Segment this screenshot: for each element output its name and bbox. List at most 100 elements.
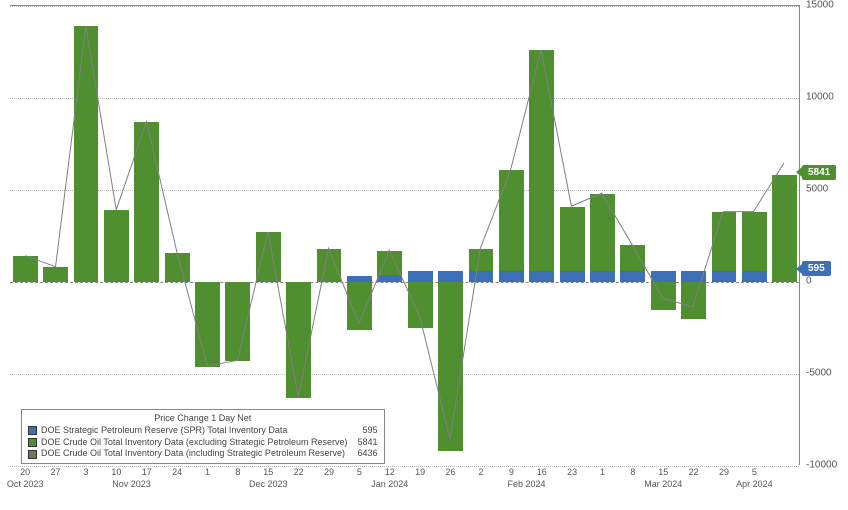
x-tick-label: 22 (689, 467, 699, 477)
bar-spr (590, 271, 615, 282)
x-month-label: Apr 2024 (736, 479, 773, 489)
bar-spr (408, 271, 433, 282)
legend-box: Price Change 1 Day Net DOE Strategic Pet… (21, 409, 385, 464)
legend-value: 6436 (351, 448, 377, 460)
x-tick-label: 9 (509, 467, 514, 477)
bar-spr (469, 271, 494, 282)
bar-spr (499, 271, 524, 282)
bar-crude-ex (499, 170, 524, 271)
bar-crude-ex (651, 282, 676, 310)
x-month-label: Oct 2023 (7, 479, 44, 489)
bar-spr (712, 271, 737, 282)
x-tick-label: 1 (600, 467, 605, 477)
plot-area (10, 6, 799, 465)
bar-crude-ex (43, 267, 68, 282)
x-tick-label: 1 (205, 467, 210, 477)
x-tick-label: 24 (172, 467, 182, 477)
x-tick-label: 29 (719, 467, 729, 477)
bar-spr (438, 271, 463, 282)
x-tick-label: 22 (294, 467, 304, 477)
bar-crude-ex (13, 256, 38, 282)
bar-spr (377, 275, 402, 282)
legend-swatch (28, 450, 37, 459)
legend-row: DOE Crude Oil Total Inventory Data (incl… (28, 448, 378, 460)
x-tick-label: 5 (357, 467, 362, 477)
legend-label: DOE Strategic Petroleum Reserve (SPR) To… (41, 425, 287, 437)
gridline (10, 190, 799, 191)
bar-spr (651, 271, 676, 282)
x-tick-label: 27 (51, 467, 61, 477)
x-tick-label: 2 (478, 467, 483, 477)
bar-crude-ex (620, 245, 645, 271)
legend-value: 5841 (351, 437, 377, 449)
x-tick-label: 12 (385, 467, 395, 477)
bar-spr (560, 271, 585, 282)
y-tick-label: 10000 (806, 92, 834, 103)
x-tick-label: 23 (567, 467, 577, 477)
gridline (10, 374, 799, 375)
bar-crude-ex (104, 210, 129, 282)
bar-spr (529, 271, 554, 282)
value-callout: 5841 (802, 165, 836, 180)
x-tick-label: 5 (752, 467, 757, 477)
bar-spr (742, 271, 767, 282)
x-tick-label: 16 (537, 467, 547, 477)
x-tick-label: 20 (20, 467, 30, 477)
bar-crude-ex (742, 212, 767, 271)
x-tick-label: 29 (324, 467, 334, 477)
x-tick-label: 15 (658, 467, 668, 477)
bar-crude-ex (408, 282, 433, 328)
legend-title: Price Change 1 Day Net (28, 413, 378, 423)
x-tick-label: 8 (235, 467, 240, 477)
x-month-label: Mar 2024 (644, 479, 682, 489)
gridline (10, 98, 799, 99)
y-tick-label: -5000 (806, 368, 832, 379)
legend-label: DOE Crude Oil Total Inventory Data (incl… (41, 448, 345, 460)
x-tick-label: 3 (83, 467, 88, 477)
value-callout: 595 (802, 261, 831, 276)
legend-swatch (28, 438, 37, 447)
bar-crude-ex (74, 26, 99, 282)
legend-swatch (28, 426, 37, 435)
y-tick-label: 15000 (806, 0, 834, 11)
bar-crude-ex (286, 282, 311, 398)
x-month-label: Dec 2023 (249, 479, 288, 489)
x-tick-label: 17 (142, 467, 152, 477)
y-tick-label: 0 (806, 276, 812, 287)
bar-spr (681, 271, 706, 282)
legend-label: DOE Crude Oil Total Inventory Data (excl… (41, 437, 347, 449)
bar-crude-ex (469, 249, 494, 271)
bar-crude-ex (317, 249, 342, 282)
gridline (10, 6, 799, 7)
bar-crude-ex (225, 282, 250, 361)
legend-value: 595 (356, 425, 377, 437)
x-month-label: Jan 2024 (371, 479, 408, 489)
x-tick-label: 15 (263, 467, 273, 477)
bar-crude-ex (347, 282, 372, 330)
legend-row: DOE Crude Oil Total Inventory Data (excl… (28, 437, 378, 449)
bar-crude-ex (529, 50, 554, 271)
x-month-label: Feb 2024 (508, 479, 546, 489)
y-tick-label: 5000 (806, 184, 828, 195)
bar-crude-ex (256, 232, 281, 282)
x-month-label: Nov 2023 (112, 479, 151, 489)
bar-crude-ex (681, 282, 706, 319)
y-tick-label: -10000 (806, 460, 837, 471)
legend-row: DOE Strategic Petroleum Reserve (SPR) To… (28, 425, 378, 437)
x-tick-label: 10 (111, 467, 121, 477)
bar-crude-ex (560, 207, 585, 271)
bar-spr (620, 271, 645, 282)
x-tick-label: 8 (630, 467, 635, 477)
bar-crude-ex (195, 282, 220, 367)
bar-crude-ex (772, 175, 797, 282)
bar-crude-ex (438, 282, 463, 451)
chart-plot-area: Price Change 1 Day Net DOE Strategic Pet… (10, 5, 800, 465)
bar-crude-ex (134, 122, 159, 282)
bar-crude-ex (377, 251, 402, 275)
bar-crude-ex (712, 212, 737, 271)
bar-crude-ex (165, 253, 190, 282)
x-axis: 2027310172418152229512192629162318152229… (10, 467, 800, 507)
bar-crude-ex (590, 194, 615, 271)
x-tick-label: 26 (446, 467, 456, 477)
x-tick-label: 19 (415, 467, 425, 477)
